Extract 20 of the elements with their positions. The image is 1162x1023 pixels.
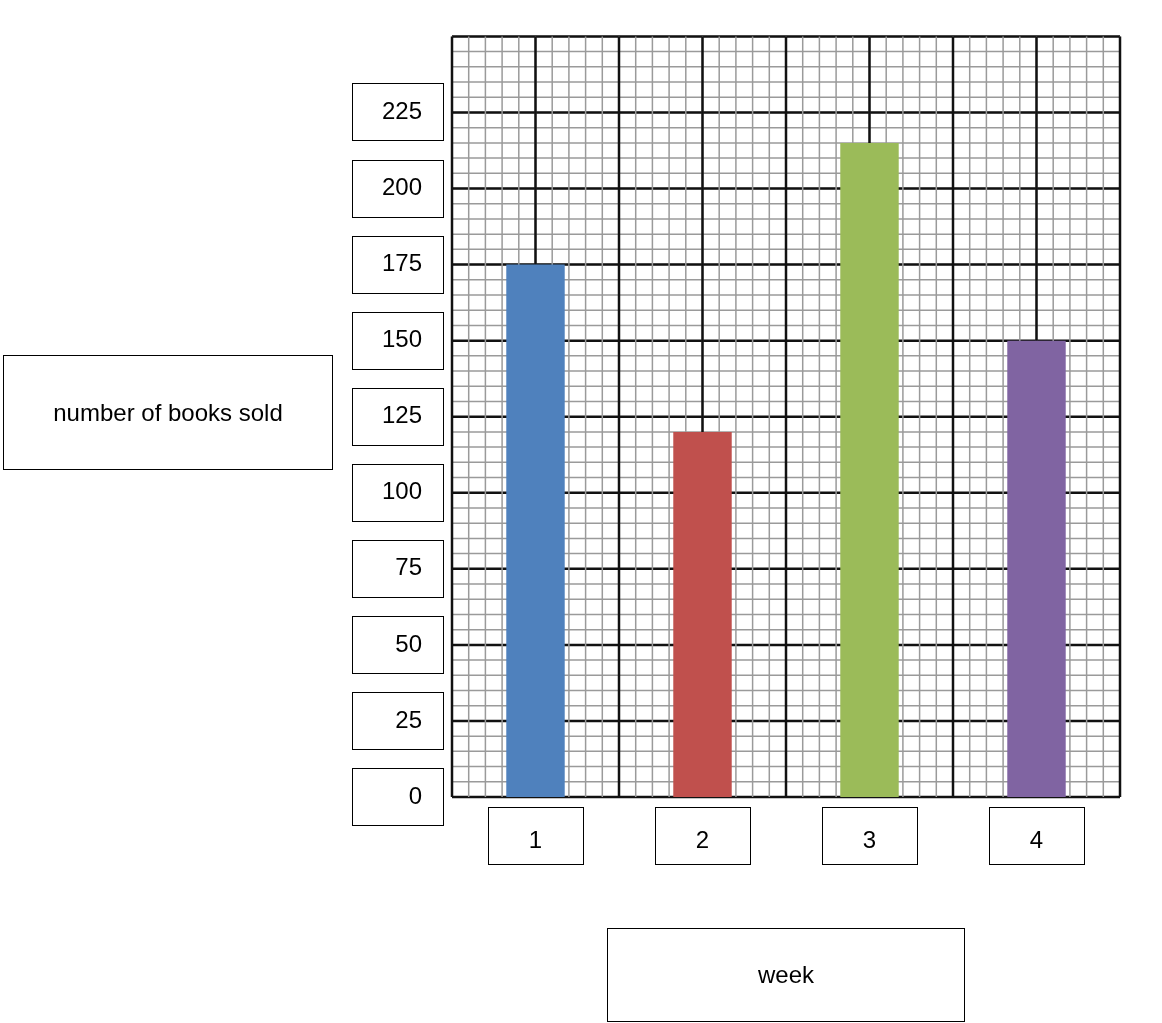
x-axis-title: week	[607, 928, 965, 1022]
x-tick-label: 2	[695, 826, 710, 854]
y-tick-label: 125	[381, 401, 422, 429]
y-tick-label: 0	[408, 781, 422, 809]
bar	[673, 431, 732, 797]
y-tick-label: 50	[395, 629, 422, 657]
y-axis-title: number of books sold	[3, 355, 333, 470]
x-tick-label: 1	[528, 826, 543, 854]
y-tick-label: 150	[381, 325, 422, 353]
y-tick-label: 225	[381, 97, 422, 125]
x-tick-label: 4	[1029, 826, 1044, 854]
bar	[840, 142, 899, 797]
bar	[1007, 340, 1066, 797]
y-tick-label: 200	[381, 173, 422, 201]
x-tick-label: 3	[862, 826, 877, 854]
y-tick-label: 25	[395, 705, 422, 733]
bar	[506, 264, 565, 797]
y-tick-label: 75	[395, 553, 422, 581]
y-tick-label: 100	[381, 477, 422, 505]
y-tick-label: 175	[381, 249, 422, 277]
